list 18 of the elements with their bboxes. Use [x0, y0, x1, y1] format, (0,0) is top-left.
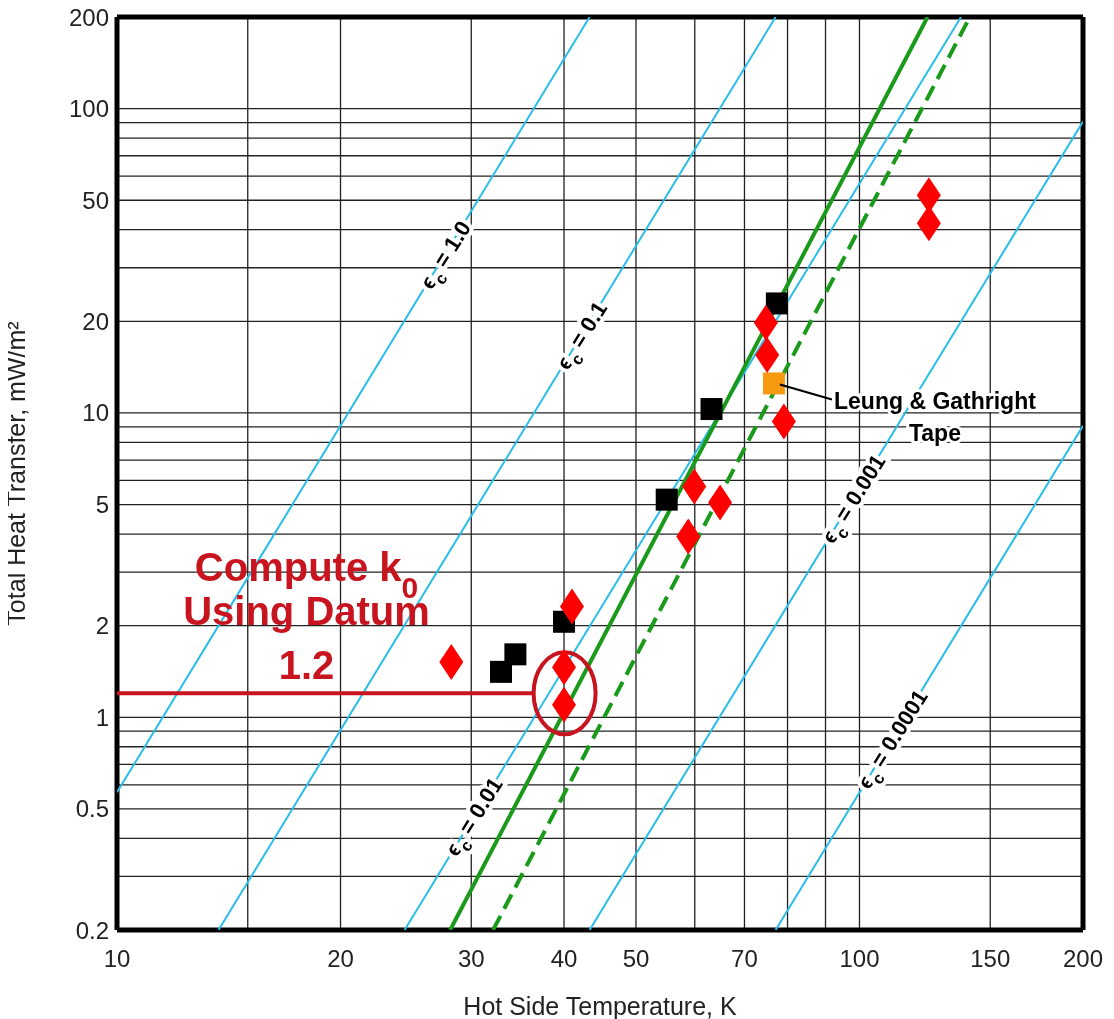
x-tick-label: 50	[622, 945, 650, 973]
y-tick-label: 50	[82, 186, 109, 214]
x-tick-label: 40	[550, 945, 578, 973]
y-tick-label: 0.2	[75, 916, 109, 944]
x-tick-label: 30	[457, 945, 485, 973]
y-tick-label: 0.5	[75, 795, 109, 823]
y-tick-label: 100	[68, 95, 109, 123]
x-tick-label: 20	[327, 945, 354, 973]
x-tick-label: 150	[970, 945, 1011, 973]
x-tick-label: 200	[1062, 945, 1104, 973]
y-tick-label: 10	[82, 399, 109, 427]
y-tick-label: 2	[95, 612, 109, 640]
x-tick-label: 100	[839, 945, 880, 973]
y-tick-label: 200	[68, 3, 109, 31]
y-tick-label: 20	[82, 307, 109, 335]
y-tick-label: 1	[95, 703, 109, 731]
x-tick-label: 70	[731, 945, 758, 973]
y-tick-label: 5	[95, 491, 109, 519]
